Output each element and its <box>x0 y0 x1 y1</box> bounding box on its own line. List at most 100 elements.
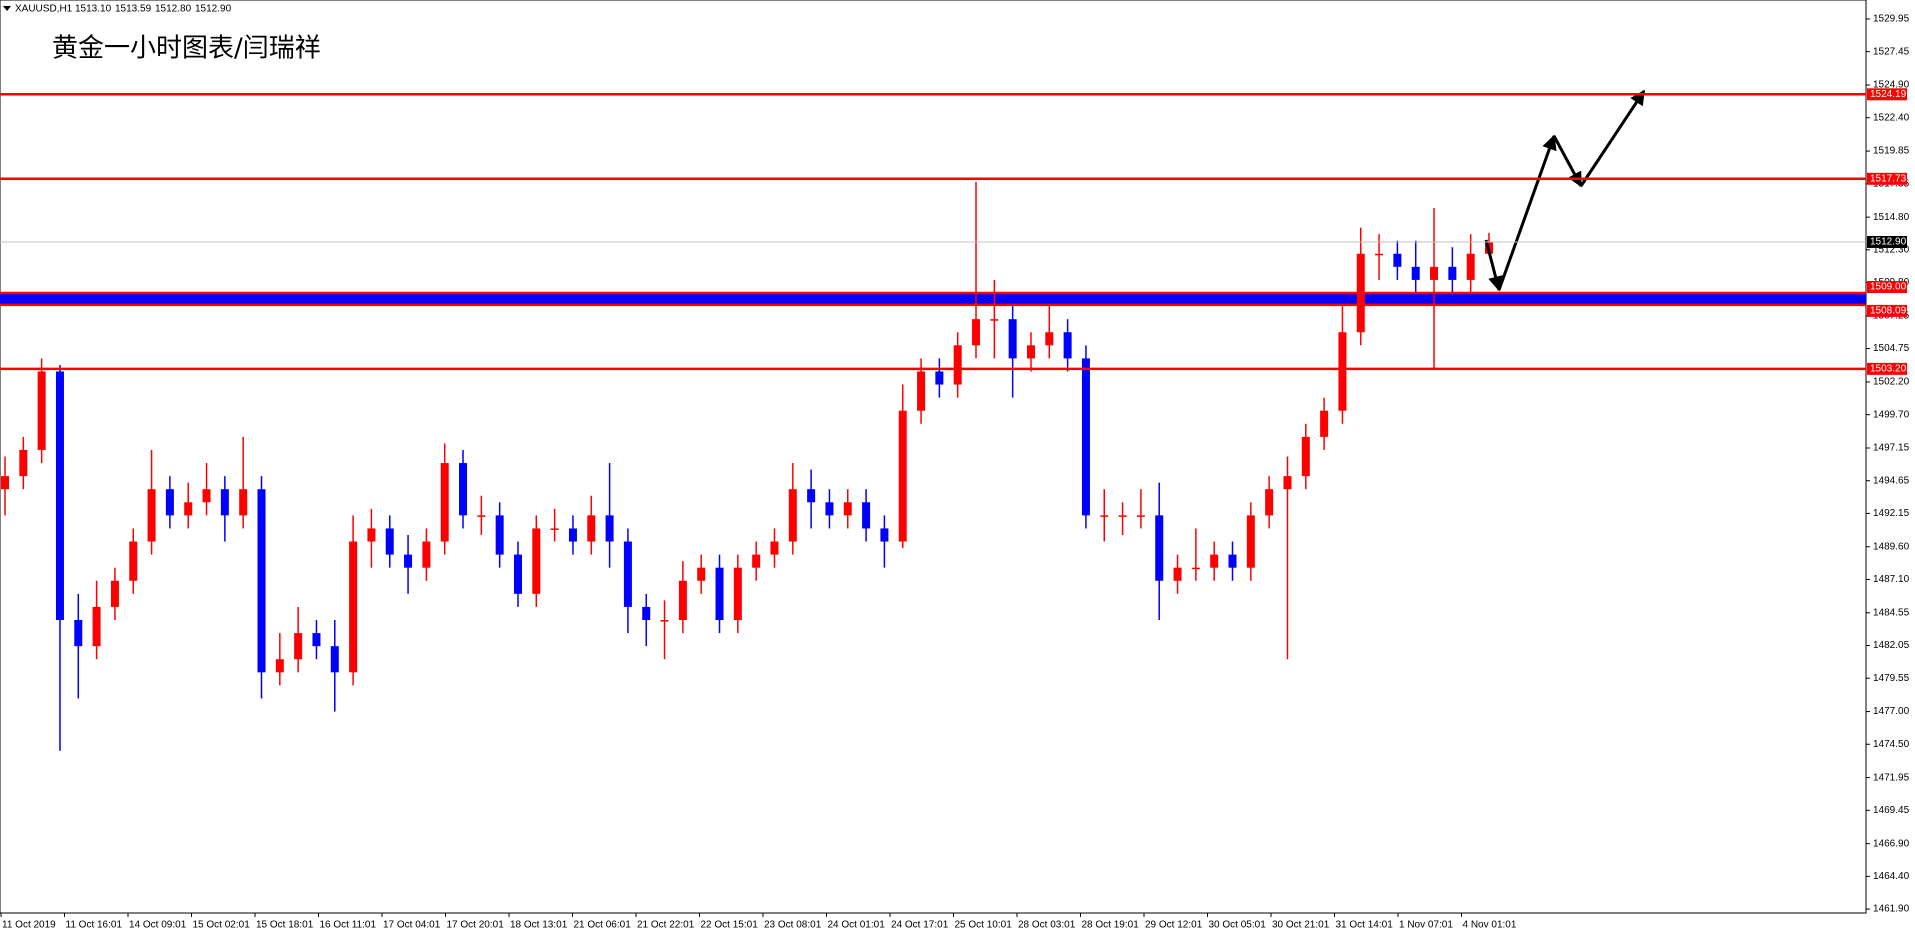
candle-body <box>239 489 248 516</box>
y-tick-label: 1479.55 <box>1873 673 1910 684</box>
x-tick-label: 30 Oct 21:01 <box>1272 920 1330 931</box>
candle-body <box>513 554 522 594</box>
candle-body <box>532 528 541 594</box>
x-tick-label: 11 Oct 2019 <box>2 920 56 931</box>
candle-body <box>605 515 614 542</box>
x-tick-label: 4 Nov 01:01 <box>1463 920 1517 931</box>
y-tick-label: 1464.40 <box>1873 871 1910 882</box>
candle-body <box>1191 567 1200 570</box>
candle-body <box>1210 554 1219 568</box>
header-value: 1512.90 <box>195 4 232 15</box>
candle-body <box>1026 345 1035 359</box>
candle-body <box>330 646 339 673</box>
candle-body <box>880 528 889 542</box>
candle-body <box>623 541 632 607</box>
candle-body <box>990 319 999 321</box>
candle-body <box>935 371 944 385</box>
y-tick-label: 1484.55 <box>1873 607 1910 618</box>
y-tick-label: 1461.90 <box>1873 904 1910 915</box>
candle-body <box>19 449 28 477</box>
candle-body <box>1118 515 1127 517</box>
candle-body <box>898 410 907 542</box>
candle-body <box>917 371 926 411</box>
candle-body <box>1136 515 1145 517</box>
candle-body <box>1228 554 1237 568</box>
x-tick-label: 21 Oct 22:01 <box>637 920 695 931</box>
candle-body <box>202 489 211 503</box>
x-tick-label: 16 Oct 11:01 <box>320 920 377 931</box>
candle-body <box>37 371 46 450</box>
candle-body <box>715 567 724 621</box>
level-label: 1509.00 <box>1870 282 1907 293</box>
candle-body <box>953 345 962 385</box>
candle-body <box>1411 266 1420 280</box>
x-tick-label: 25 Oct 10:01 <box>955 920 1013 931</box>
candle-body <box>1466 253 1475 280</box>
y-tick-label: 1469.45 <box>1873 805 1910 816</box>
header-value: 1513.59 <box>115 4 152 15</box>
x-tick-label: 15 Oct 18:01 <box>256 920 314 931</box>
candle-body <box>349 541 358 673</box>
y-tick-label: 1487.10 <box>1873 574 1910 585</box>
level-label-box <box>1867 280 1907 293</box>
candle-body <box>275 659 284 673</box>
candle-body <box>1375 253 1384 256</box>
y-tick-label: 1474.50 <box>1873 739 1910 750</box>
arrow <box>1579 89 1646 187</box>
x-tick-label: 28 Oct 19:01 <box>1082 920 1140 931</box>
x-tick-label: 17 Oct 04:01 <box>383 920 441 931</box>
candle-body <box>1320 410 1329 437</box>
candle-body <box>788 489 797 542</box>
level-label: 1517.73 <box>1870 173 1907 184</box>
candle-body <box>294 633 303 660</box>
x-tick-label: 29 Oct 12:01 <box>1145 920 1203 931</box>
candle-body <box>752 554 761 568</box>
x-tick-label: 28 Oct 03:01 <box>1018 920 1076 931</box>
chart-title: 黄金一小时图表/闫瑞祥 <box>52 34 321 64</box>
candle-body <box>110 580 119 607</box>
candle-body <box>1063 332 1072 359</box>
x-tick-label: 18 Oct 13:01 <box>510 920 568 931</box>
candle-body <box>459 463 468 516</box>
y-tick-label: 1494.65 <box>1873 475 1910 486</box>
x-tick-label: 11 Oct 16:01 <box>66 920 123 931</box>
candle-body <box>220 489 229 516</box>
candle-body <box>642 606 651 621</box>
y-tick-label: 1492.15 <box>1873 508 1910 519</box>
candle-body <box>165 489 174 516</box>
candle-body <box>147 489 156 542</box>
y-tick-label: 1466.90 <box>1873 838 1910 849</box>
candle-body <box>312 633 321 647</box>
x-tick-label: 15 Oct 02:01 <box>193 920 251 931</box>
candle-body <box>1173 567 1182 581</box>
y-tick-label: 1524.90 <box>1873 80 1910 91</box>
candle-body <box>495 515 504 555</box>
y-tick-label: 1482.05 <box>1873 640 1910 651</box>
y-tick-label: 1497.15 <box>1873 443 1910 454</box>
level-label: 1508.09 <box>1870 306 1907 317</box>
support-zone <box>0 292 1866 305</box>
candle-body <box>1265 489 1274 516</box>
candle-body <box>92 606 101 647</box>
x-tick-label: 21 Oct 06:01 <box>574 920 632 931</box>
candle-body <box>367 528 376 542</box>
candle-body <box>74 620 83 647</box>
y-tick-label: 1471.95 <box>1873 772 1910 783</box>
candle-body <box>422 541 431 568</box>
x-tick-label: 1 Nov 07:01 <box>1399 920 1453 931</box>
candle-body <box>697 567 706 581</box>
y-tick-label: 1504.75 <box>1873 343 1910 354</box>
x-tick-label: 24 Oct 01:01 <box>828 920 886 931</box>
candle-body <box>1338 332 1347 411</box>
candle-body <box>1301 436 1310 477</box>
x-tick-label: 22 Oct 15:01 <box>701 920 759 931</box>
candle-body <box>770 541 779 555</box>
level-label-box <box>1867 362 1907 375</box>
level-label-box <box>1867 88 1907 101</box>
candle-body <box>385 528 394 555</box>
plot <box>0 181 1866 751</box>
header-value: 1512.80 <box>155 4 192 15</box>
candle-body <box>807 489 816 503</box>
